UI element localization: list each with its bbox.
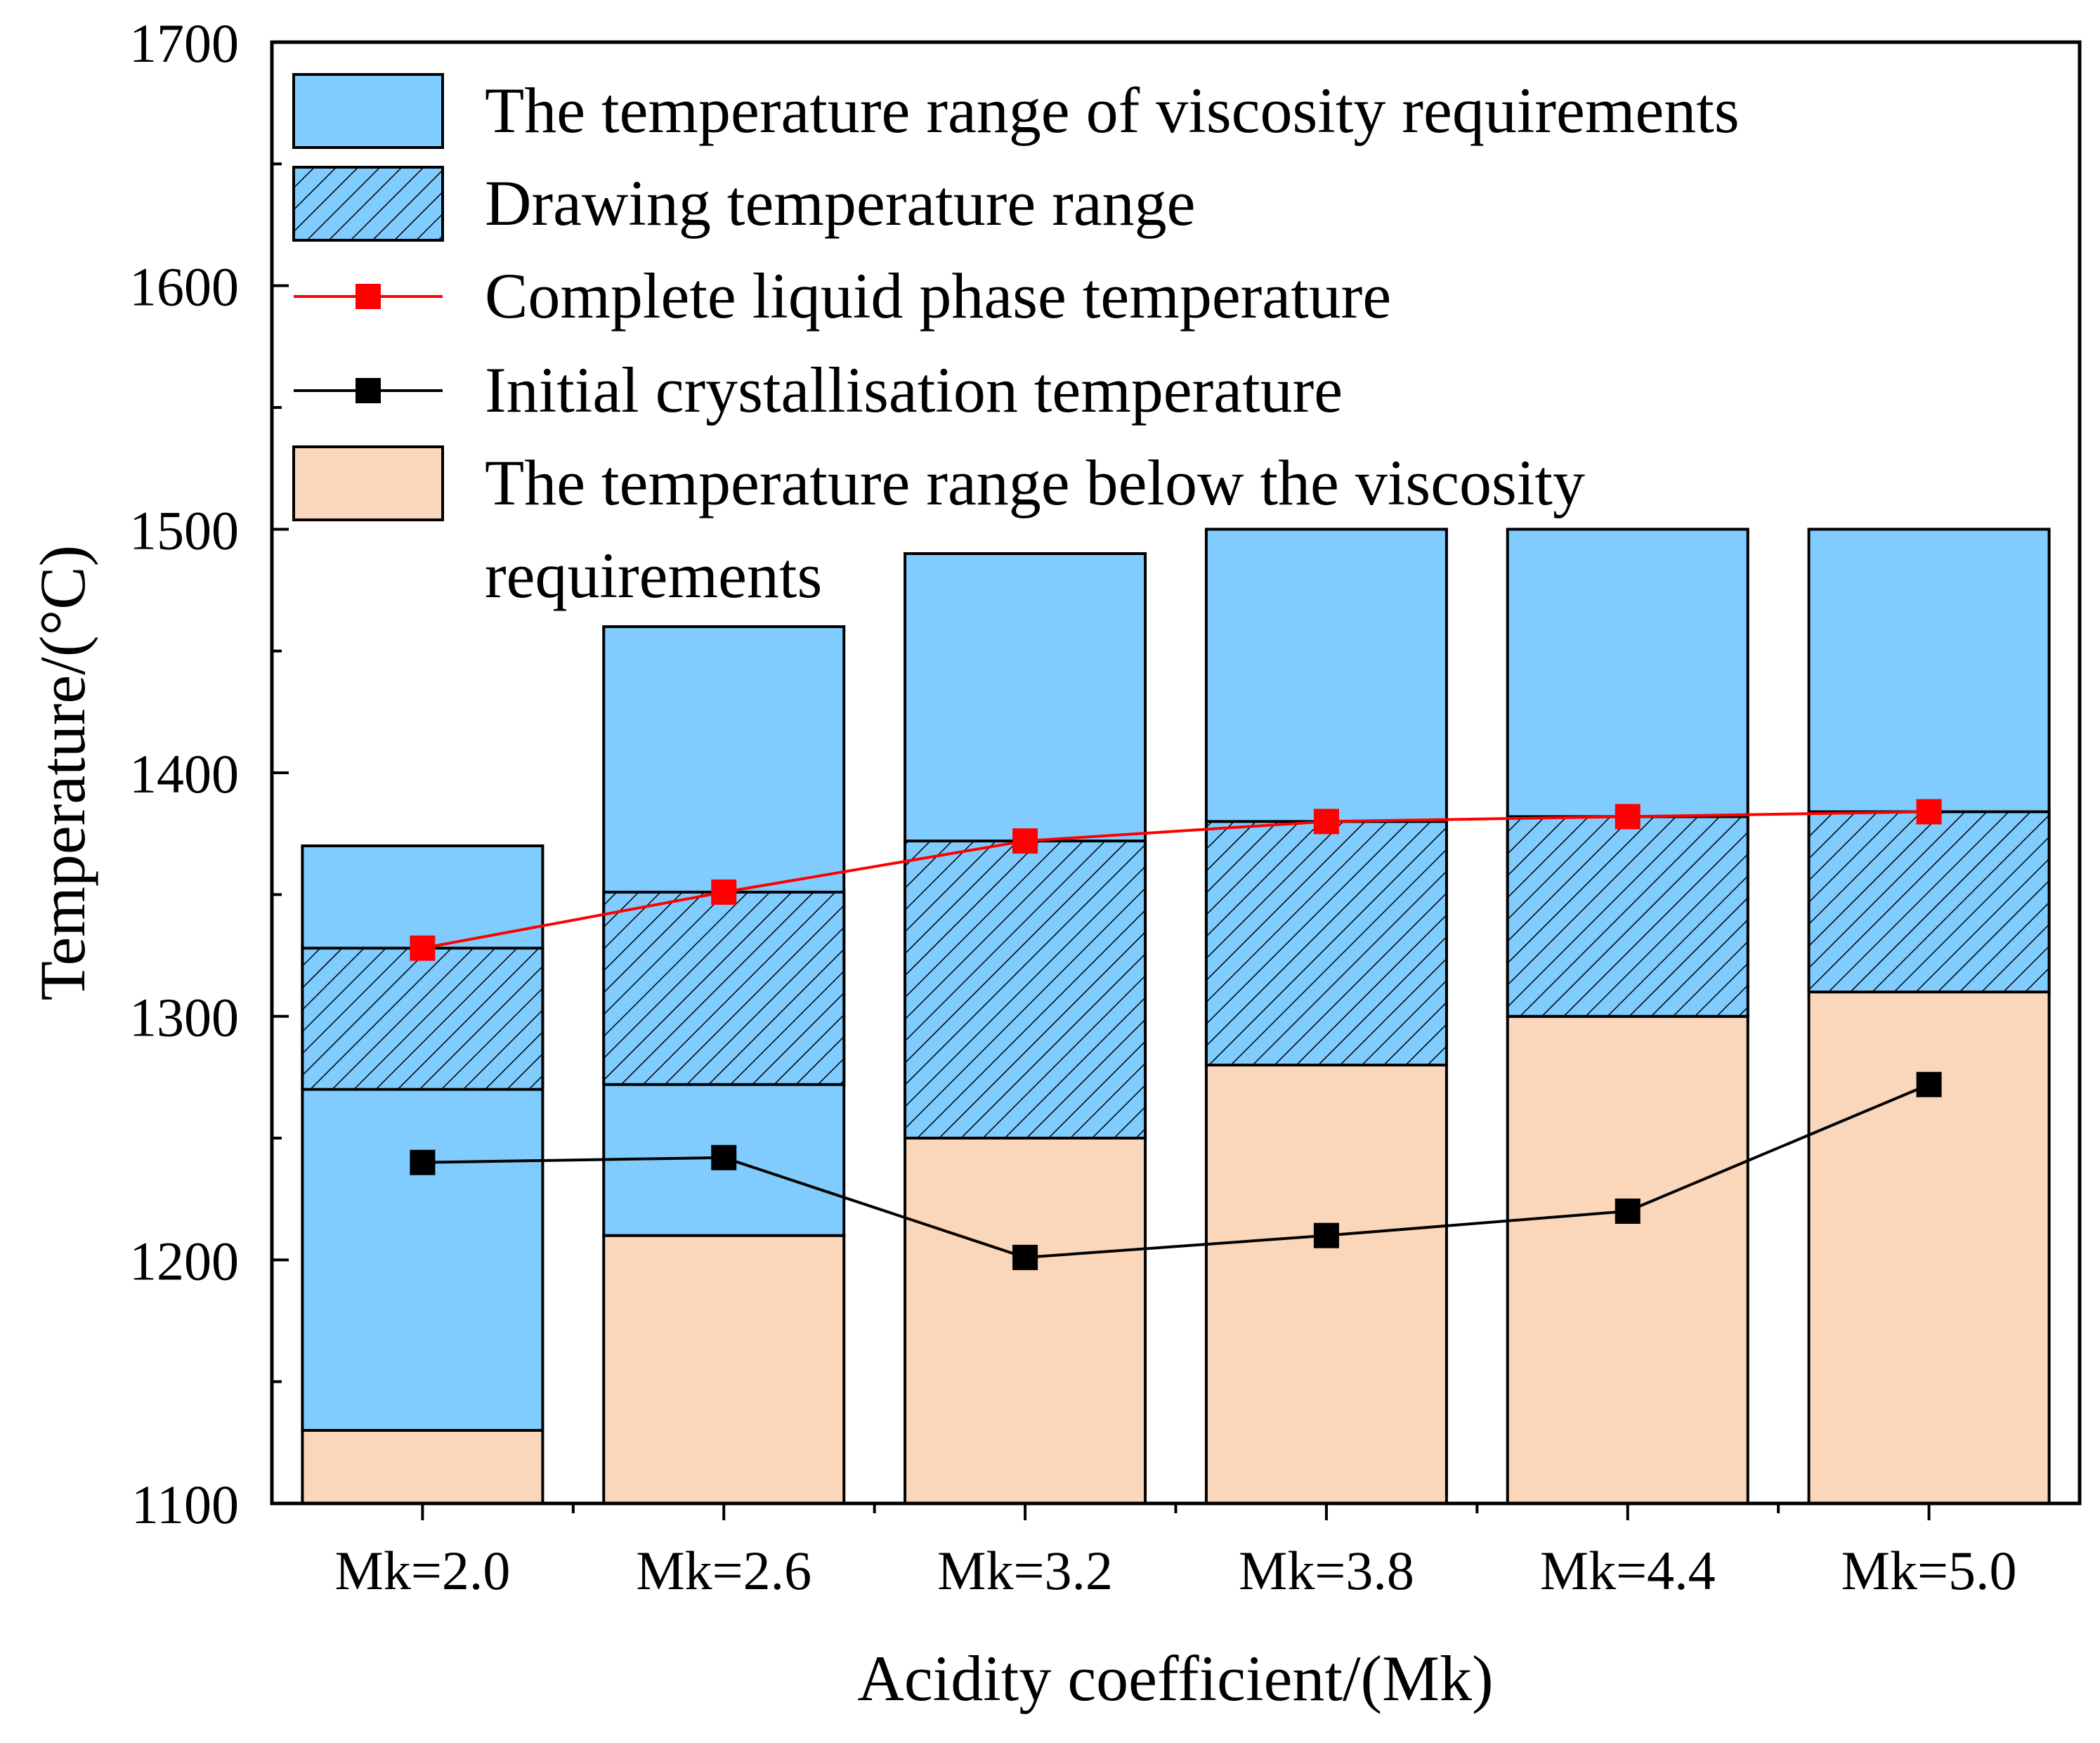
bar-below-3 — [1204, 1064, 1448, 1505]
series-0-point-4 — [1615, 804, 1641, 830]
series-0-point-3 — [1313, 809, 1339, 835]
series-1-point-1 — [711, 1144, 737, 1170]
x-tick-label-3: Mk=3.8 — [1239, 1540, 1414, 1601]
series-1-point-0 — [410, 1149, 436, 1175]
bar-drawing-2 — [904, 840, 1147, 1140]
legend: The temperature range of viscosity requi… — [292, 73, 1740, 611]
bar-group-3 — [1204, 528, 1448, 1505]
bar-below-4 — [1506, 1014, 1749, 1505]
axis-layer: 1100 1200 1300 1400 1500 1600 1700 Mk=2.0 Mk=2.6… — [129, 13, 2017, 1601]
legend-swatch-drawing — [292, 166, 444, 242]
y-tick-label-1400: 1400 — [129, 743, 239, 804]
x-axis-label: Acidity coefficient/(Mk) — [857, 1643, 1493, 1714]
y-tick-label-1100: 1100 — [131, 1474, 239, 1535]
series-0-point-2 — [1012, 828, 1038, 854]
legend-label-viscosity: The temperature range of viscosity requi… — [485, 74, 1740, 146]
y-tick-label-1700: 1700 — [129, 13, 239, 74]
series-1-point-5 — [1916, 1071, 1942, 1097]
legend-label-drawing: Drawing temperature range — [485, 167, 1196, 239]
bar-drawing-4 — [1506, 815, 1749, 1018]
legend-item-crystal: Initial crystallisation temperature — [294, 354, 1343, 426]
legend-label-below-line1: requirements — [485, 540, 822, 611]
legend-swatch-viscosity — [292, 73, 444, 149]
bar-below-1 — [602, 1234, 846, 1505]
legend-swatch-below — [292, 445, 444, 521]
series-1-point-4 — [1615, 1199, 1641, 1224]
legend-item-liquid: Complete liquid phase temperature — [294, 260, 1391, 332]
legend-label-liquid: Complete liquid phase temperature — [485, 260, 1391, 332]
series-line-0 — [422, 810, 1929, 950]
legend-label-crystal: Initial crystallisation temperature — [485, 354, 1343, 426]
bar-group-1 — [602, 625, 846, 1505]
x-tick-label-5: Mk=5.0 — [1841, 1540, 2017, 1601]
bar-drawing-5 — [1807, 810, 2051, 993]
bar-group-5 — [1807, 528, 2051, 1505]
series-line-1 — [422, 1083, 1930, 1259]
bar-below-5 — [1807, 991, 2051, 1505]
y-tick-label-1200: 1200 — [129, 1230, 239, 1291]
bar-drawing-0 — [301, 946, 544, 1091]
bar-below-2 — [904, 1137, 1147, 1505]
x-tick-label-0: Mk=2.0 — [334, 1540, 510, 1601]
series-0-point-1 — [711, 879, 737, 905]
series-1-point-2 — [1012, 1244, 1038, 1270]
series-0-point-0 — [410, 935, 436, 961]
y-tick-label-1500: 1500 — [129, 500, 239, 561]
legend-item-drawing: Drawing temperature range — [292, 166, 1196, 242]
lines-layer — [410, 799, 1942, 1270]
y-axis-label: Temperature/(°C) — [27, 545, 98, 1001]
x-tick-label-2: Mk=3.2 — [937, 1540, 1113, 1601]
bar-group-2 — [904, 552, 1147, 1505]
y-tick-label-1300: 1300 — [129, 987, 239, 1048]
bar-group-4 — [1506, 528, 1749, 1505]
legend-marker-crystal — [356, 378, 381, 403]
x-tick-label-1: Mk=2.6 — [636, 1540, 811, 1601]
legend-item-viscosity: The temperature range of viscosity requi… — [292, 73, 1740, 149]
legend-item-below: The temperature range below the viscosit… — [292, 445, 1585, 611]
x-tick-label-4: Mk=4.4 — [1540, 1540, 1716, 1601]
bar-below-0 — [301, 1429, 544, 1505]
series-1-point-3 — [1313, 1222, 1339, 1248]
y-tick-label-1600: 1600 — [129, 256, 239, 318]
bars-layer — [301, 528, 2051, 1505]
legend-marker-liquid — [356, 284, 381, 309]
bar-drawing-1 — [602, 890, 846, 1086]
bar-drawing-3 — [1204, 820, 1448, 1067]
series-0-point-5 — [1916, 799, 1942, 825]
legend-label-below: The temperature range below the viscosit… — [485, 447, 1585, 518]
